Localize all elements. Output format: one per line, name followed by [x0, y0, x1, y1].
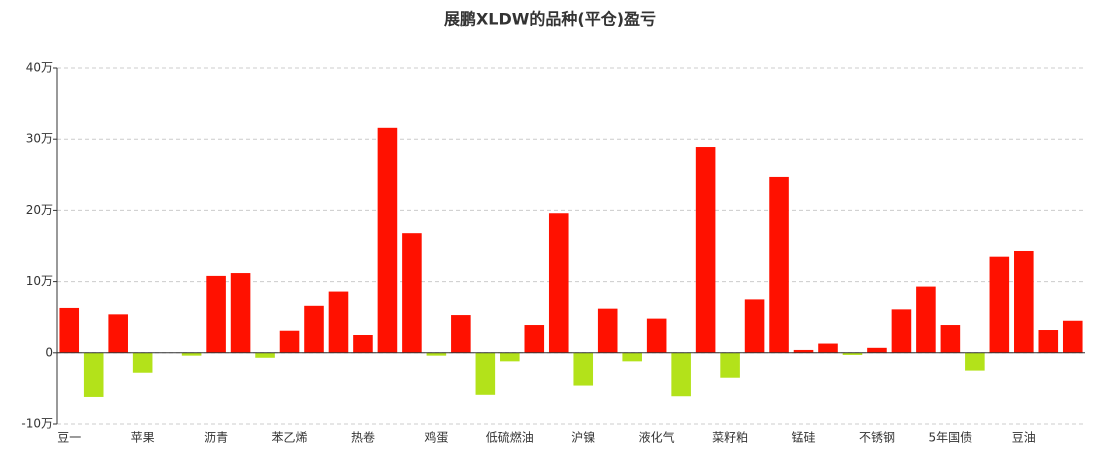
x-tick-label: 鸡蛋	[424, 430, 448, 445]
x-tick-label: 豆油	[1012, 431, 1036, 445]
bar	[842, 352, 863, 355]
bar	[940, 325, 961, 353]
bar	[548, 213, 569, 353]
x-tick-label: 液化气	[639, 430, 675, 445]
bar	[83, 352, 104, 397]
x-tick-label: 苹果	[131, 431, 155, 445]
y-tick-label: 30万	[26, 132, 53, 146]
x-tick-label: 热卷	[351, 430, 375, 445]
x-tick-label: 豆一	[57, 431, 81, 445]
x-tick-label: 苯乙烯	[272, 431, 308, 445]
bar	[720, 352, 740, 378]
bar	[181, 352, 202, 356]
bar	[989, 256, 1010, 353]
bar	[353, 335, 373, 353]
bar	[744, 299, 765, 353]
bar	[108, 314, 128, 353]
bar	[524, 325, 545, 353]
bar	[891, 309, 912, 353]
bar	[695, 147, 716, 353]
x-tick-label: 沥青	[204, 431, 228, 445]
bar	[328, 291, 349, 353]
bar	[793, 349, 814, 353]
x-tick-label: 锰硅	[792, 430, 816, 445]
bar	[965, 352, 985, 371]
y-tick-label: 40万	[26, 61, 53, 75]
y-tick-label: -10万	[21, 417, 53, 431]
bar	[426, 352, 447, 356]
bar	[573, 352, 594, 386]
bar	[769, 176, 789, 353]
bar	[916, 286, 936, 353]
bar	[451, 315, 471, 353]
bar	[597, 308, 618, 353]
bar	[132, 352, 153, 373]
x-tick-label: 菜籽粕	[712, 430, 748, 445]
bar	[1038, 330, 1059, 353]
chart-title: 展鹏XLDW的品种(平仓)盈亏	[444, 10, 656, 29]
bar	[622, 352, 642, 362]
y-tick-label: 0	[45, 345, 53, 359]
y-tick-label: 20万	[26, 203, 53, 217]
bar	[206, 275, 226, 353]
bar	[646, 318, 667, 353]
bar	[1062, 320, 1083, 353]
bar	[59, 307, 80, 353]
bar	[867, 347, 887, 353]
bar	[377, 127, 398, 353]
x-tick-label: 沪镍	[571, 431, 595, 445]
y-tick-label: 10万	[26, 274, 53, 288]
bar	[1014, 250, 1034, 353]
bar	[818, 343, 838, 353]
bar	[304, 305, 324, 353]
x-tick-label: 低硫燃油	[486, 430, 534, 445]
bar	[255, 352, 275, 358]
bar	[500, 352, 520, 362]
bar	[671, 352, 691, 397]
x-tick-label: 不锈钢	[859, 431, 895, 445]
bar	[279, 330, 300, 353]
x-tick-label: 5年国债	[929, 431, 973, 445]
bar	[402, 233, 422, 353]
bar	[475, 352, 496, 395]
bar	[230, 273, 251, 353]
